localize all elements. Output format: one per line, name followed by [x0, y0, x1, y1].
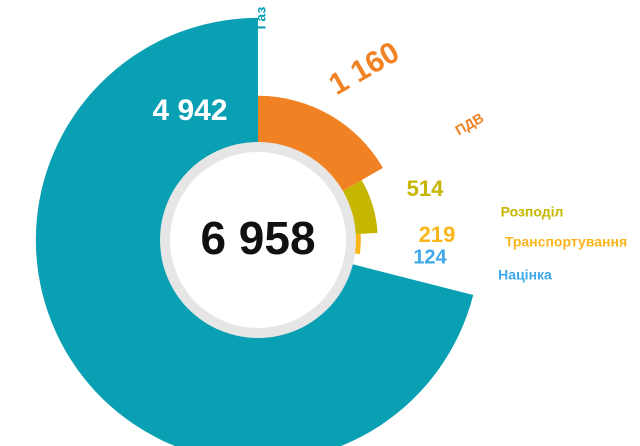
legend-label: ПДВ [452, 109, 486, 138]
value-label: 219 [419, 222, 456, 247]
value-label: 124 [413, 246, 447, 268]
value-label: 4 942 [152, 94, 227, 127]
legend-label: Розподіл [501, 204, 564, 220]
legend-label: Транспортування [505, 234, 627, 250]
value-label: 514 [407, 176, 444, 201]
center-disc [170, 152, 346, 328]
value-label: 1 160 [323, 36, 405, 102]
total-label: 6 958 [200, 212, 315, 264]
legend-label: Націнка [498, 267, 552, 283]
legend-label: Газ [253, 7, 269, 30]
